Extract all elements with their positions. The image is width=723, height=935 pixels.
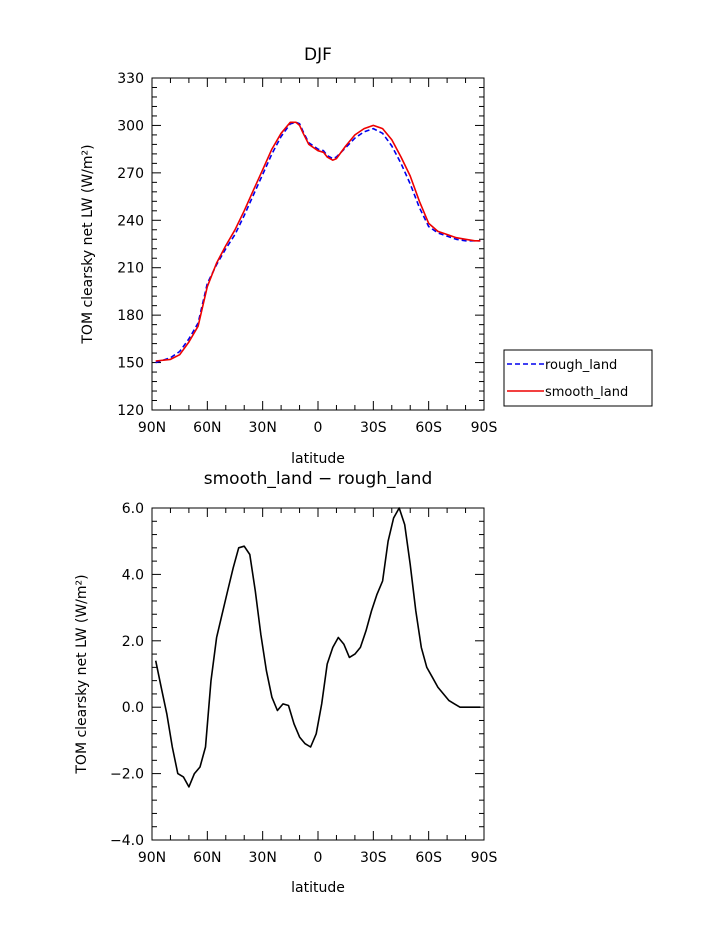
y-tick-label: 240: [117, 213, 144, 229]
y-tick-label: 120: [117, 403, 144, 419]
top-x-ticks: 90N 60N 30N 0 30S 60S 90S: [138, 78, 498, 436]
x-tick-label: 90N: [138, 420, 166, 436]
top-y-ticks: 120 150 180 210 240 270 300 330: [117, 71, 484, 419]
x-tick-label: 30N: [249, 850, 277, 866]
x-tick-label: 60S: [415, 420, 442, 436]
bottom-panel: smooth_land − rough_land −4.0 −2.0 0.0 2.0 4…: [74, 469, 497, 896]
top-y-axis-label: TOM clearsky net LW (W/m²): [80, 144, 96, 344]
bottom-y-axis-label: TOM clearsky net LW (W/m²): [74, 574, 90, 774]
bottom-plot-frame: [151, 507, 485, 841]
series-line-difference: [154, 507, 481, 788]
legend-label-rough_land: rough_land: [545, 358, 617, 373]
x-tick-label: 90N: [138, 850, 166, 866]
series-line-rough_land: [155, 121, 481, 364]
bottom-x-ticks: 90N 60N 30N 0 30S 60S 90S: [138, 508, 498, 866]
x-tick-label: 30S: [360, 850, 387, 866]
x-tick-label: 90S: [471, 420, 498, 436]
series-line-smooth_land: [155, 121, 481, 362]
y-tick-label: −2.0: [110, 767, 144, 783]
x-tick-label: 60N: [193, 850, 221, 866]
x-tick-label: 60S: [415, 850, 442, 866]
y-tick-label: 2.0: [122, 634, 144, 650]
y-tick-label: 330: [117, 71, 144, 87]
x-tick-label: 90S: [471, 850, 498, 866]
top-x-axis-label: latitude: [291, 451, 345, 467]
y-tick-label: 210: [117, 261, 144, 277]
bottom-series-group: [154, 507, 481, 788]
y-tick-label: 150: [117, 356, 144, 372]
x-tick-label: 0: [314, 850, 323, 866]
x-tick-label: 60N: [193, 420, 221, 436]
top-panel: DJF 120 150 180 210 240 270 300 330 90N 60N 30N 0 3…: [80, 45, 497, 467]
y-tick-label: 180: [117, 308, 144, 324]
legend: rough_land smooth_land: [503, 349, 653, 407]
legend-box: [503, 349, 653, 407]
top-plot-frame: [151, 77, 485, 411]
bottom-chart-title: smooth_land − rough_land: [204, 469, 432, 489]
x-tick-label: 0: [314, 420, 323, 436]
y-tick-label: −4.0: [110, 833, 144, 849]
top-chart-title: DJF: [304, 45, 332, 65]
bottom-x-axis-label: latitude: [291, 880, 345, 896]
y-tick-label: 6.0: [122, 501, 144, 517]
top-series-group: [155, 121, 481, 364]
y-tick-label: 300: [117, 118, 144, 134]
bottom-y-ticks: −4.0 −2.0 0.0 2.0 4.0 6.0: [110, 501, 484, 849]
y-tick-label: 4.0: [122, 567, 144, 583]
y-tick-label: 0.0: [122, 700, 144, 716]
legend-label-smooth_land: smooth_land: [545, 385, 628, 400]
y-tick-label: 270: [117, 166, 144, 182]
x-tick-label: 30N: [249, 420, 277, 436]
x-tick-label: 30S: [360, 420, 387, 436]
